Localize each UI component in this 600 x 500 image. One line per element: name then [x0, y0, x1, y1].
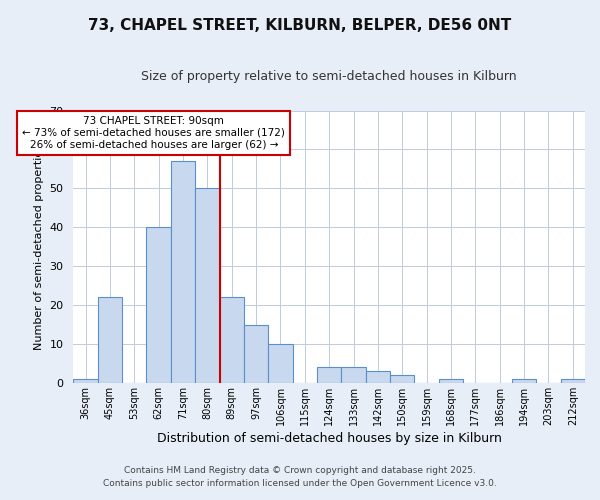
- Text: Contains HM Land Registry data © Crown copyright and database right 2025.
Contai: Contains HM Land Registry data © Crown c…: [103, 466, 497, 487]
- Bar: [73, 379, 98, 383]
- Bar: [366, 371, 390, 383]
- X-axis label: Distribution of semi-detached houses by size in Kilburn: Distribution of semi-detached houses by …: [157, 432, 502, 445]
- Bar: [220, 298, 244, 383]
- Bar: [146, 228, 171, 383]
- Y-axis label: Number of semi-detached properties: Number of semi-detached properties: [34, 144, 44, 350]
- Bar: [341, 368, 366, 383]
- Bar: [512, 379, 536, 383]
- Bar: [390, 375, 415, 383]
- Title: Size of property relative to semi-detached houses in Kilburn: Size of property relative to semi-detach…: [142, 70, 517, 83]
- Bar: [560, 379, 585, 383]
- Text: 73 CHAPEL STREET: 90sqm
← 73% of semi-detached houses are smaller (172)
26% of s: 73 CHAPEL STREET: 90sqm ← 73% of semi-de…: [22, 116, 285, 150]
- Bar: [268, 344, 293, 383]
- Bar: [317, 368, 341, 383]
- Bar: [244, 324, 268, 383]
- Text: 73, CHAPEL STREET, KILBURN, BELPER, DE56 0NT: 73, CHAPEL STREET, KILBURN, BELPER, DE56…: [88, 18, 512, 32]
- Bar: [98, 298, 122, 383]
- Bar: [171, 161, 195, 383]
- Bar: [439, 379, 463, 383]
- Bar: [195, 188, 220, 383]
